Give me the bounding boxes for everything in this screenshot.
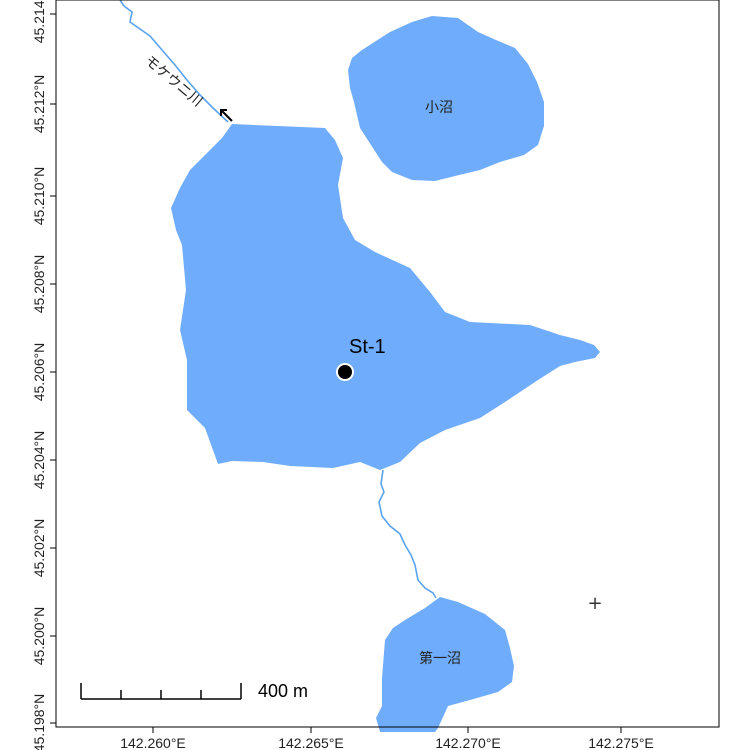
lake-main xyxy=(171,124,600,470)
scale-bar xyxy=(80,683,242,700)
x-axis: 142.260°E 142.265°E 142.270°E 142.275°E xyxy=(120,727,654,750)
x-tick-label: 142.265°E xyxy=(278,735,344,750)
lake-kosho xyxy=(348,16,544,181)
lake-label-daiichi: 第一沼 xyxy=(419,650,461,667)
x-tick-label: 142.275°E xyxy=(588,735,654,750)
y-tick-label: 45.206°N xyxy=(31,343,47,402)
flow-arrow-icon xyxy=(220,109,233,122)
river-label: モケウニ川 xyxy=(141,53,205,110)
scale-bar-label: 400 m xyxy=(258,681,308,701)
river-upper xyxy=(119,0,229,123)
x-tick-label: 142.260°E xyxy=(120,735,186,750)
y-tick-label: 45.204°N xyxy=(31,431,47,490)
y-tick-label: 45.212°N xyxy=(31,75,47,134)
lake-label-kosho: 小沼 xyxy=(425,100,453,116)
y-axis: 45.198°N 45.200°N 45.202°N 45.204°N 45.206°N… xyxy=(31,0,56,750)
map-frame xyxy=(55,0,720,728)
y-tick-label: 45.198°N xyxy=(31,694,47,750)
y-tick-label: 45.202°N xyxy=(31,519,47,578)
y-tick-label: 45.214°N xyxy=(31,0,47,43)
crosshair-marker: + xyxy=(587,593,602,614)
station-label: St-1 xyxy=(349,336,386,358)
river-lower xyxy=(378,469,437,599)
lake-daiichi xyxy=(376,597,514,732)
y-tick-label: 45.208°N xyxy=(31,255,47,314)
x-tick-label: 142.270°E xyxy=(435,735,501,750)
water-layer xyxy=(171,16,600,732)
y-tick-label: 45.200°N xyxy=(31,607,47,666)
y-tick-label: 45.210°N xyxy=(31,167,47,226)
river-layer xyxy=(119,0,437,599)
station-marker xyxy=(336,363,354,381)
